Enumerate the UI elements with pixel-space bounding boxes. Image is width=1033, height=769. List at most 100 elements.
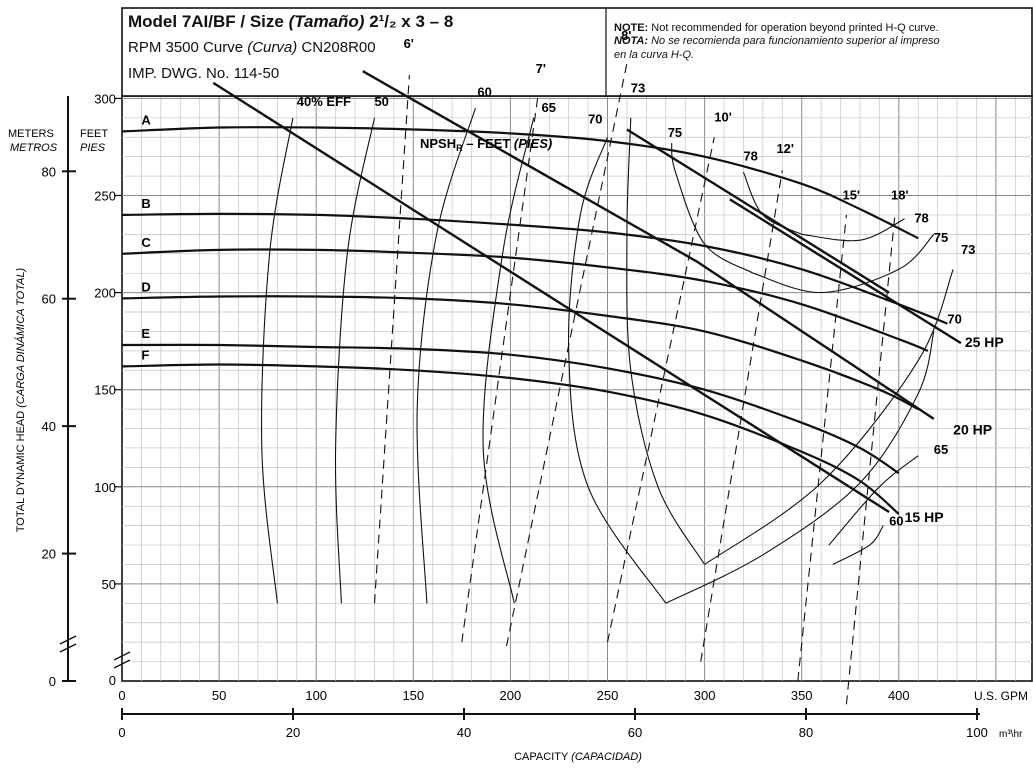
y-axis-feet-label: FEET bbox=[80, 128, 108, 140]
x2-tick-label: 40 bbox=[457, 725, 471, 740]
x-axis-unit-label: U.S. GPM bbox=[974, 689, 1028, 703]
efficiency-label: 75 bbox=[668, 125, 682, 140]
y-tick-label: 300 bbox=[94, 91, 116, 106]
npsh-label: 6' bbox=[404, 36, 414, 51]
head-curve-label: D bbox=[141, 279, 150, 294]
npsh-curve bbox=[606, 137, 715, 643]
y-axis-feet-label-es: PIES bbox=[80, 142, 106, 154]
y-tick-label: 150 bbox=[94, 383, 116, 398]
rpm-line-italic: (Curva) bbox=[247, 39, 298, 56]
axis-break-mark-meters bbox=[59, 635, 77, 653]
y-axis-meters-label: METERS bbox=[8, 128, 54, 140]
npsh-curve bbox=[845, 214, 896, 705]
x-tick-label: 400 bbox=[888, 688, 910, 703]
npsh-curve bbox=[700, 170, 783, 662]
head-curve-label: B bbox=[141, 196, 150, 211]
efficiency-label: 75 bbox=[934, 230, 948, 245]
y2-tick-label: 60 bbox=[42, 292, 56, 307]
x-tick-label: 100 bbox=[305, 688, 327, 703]
x2-axis-unit-label: m³\hr bbox=[999, 729, 1023, 740]
x-axis-title: CAPACITY (CAPACIDAD) bbox=[514, 751, 642, 763]
hp-label: 20 HP bbox=[953, 421, 992, 437]
efficiency-label: 78 bbox=[914, 211, 928, 226]
note-text: NOTE: Not recommended for operation beyo… bbox=[614, 22, 940, 48]
npsh-title: NPSHR – FEET (PIES) bbox=[420, 136, 552, 153]
x2-tick-label: 100 bbox=[966, 725, 988, 740]
efficiency-label: 73 bbox=[961, 242, 975, 257]
note-body: Not recommended for operation beyond pri… bbox=[648, 22, 939, 34]
npsh-curves: 6' 7' 8' 10' 12' 15' 18' bbox=[373, 28, 909, 705]
x-axis-title-en: CAPACITY bbox=[514, 751, 571, 763]
hp-line bbox=[362, 70, 935, 420]
header-box bbox=[121, 7, 1033, 97]
efficiency-label: 78 bbox=[743, 149, 757, 164]
efficiency-label: 73 bbox=[631, 81, 645, 96]
efficiency-curve bbox=[828, 455, 919, 546]
rpm-line: RPM 3500 Curve (Curva) CN208R00 bbox=[128, 39, 376, 56]
npsh-title-b: – FEET bbox=[463, 136, 514, 151]
efficiency-curve bbox=[260, 117, 294, 604]
imp-drawing-line: IMP. DWG. No. 114-50 bbox=[128, 65, 280, 82]
efficiency-label: 70 bbox=[588, 112, 602, 127]
efficiency-label: 70 bbox=[947, 312, 961, 327]
npsh-label: 10' bbox=[714, 110, 732, 125]
efficiency-label: 65 bbox=[934, 442, 948, 457]
x2-tick-label: 20 bbox=[286, 725, 300, 740]
efficiency-label: 60 bbox=[477, 84, 491, 99]
y-tick-label: 0 bbox=[109, 673, 116, 688]
x2-tick-label: 80 bbox=[799, 725, 813, 740]
efficiency-curve bbox=[752, 233, 935, 294]
title-main: Model 7AI/BF / Size bbox=[128, 12, 289, 31]
hp-label: 25 HP bbox=[965, 334, 1004, 350]
efficiency-label: 60 bbox=[889, 514, 903, 529]
npsh-title-c: (PIES) bbox=[514, 136, 552, 151]
y-axis-title: TOTAL DYNAMIC HEAD (CARGA DINÁMICA TOTAL… bbox=[14, 267, 27, 532]
efficiency-curves: 40% EFF 50 60 65 70 73 75 78 78 75 73 70 65 60 bbox=[260, 81, 975, 604]
head-curve bbox=[121, 212, 948, 325]
nota-label: NOTA: bbox=[614, 35, 649, 47]
y-tick-label: 250 bbox=[94, 189, 116, 204]
rpm-line-b: CN208R00 bbox=[297, 39, 376, 56]
note-label: NOTE: bbox=[614, 22, 649, 34]
efficiency-curve bbox=[801, 218, 905, 242]
plot-frame bbox=[121, 95, 1033, 682]
npsh-label: 15' bbox=[842, 187, 860, 202]
efficiency-curve bbox=[832, 525, 884, 565]
x-tick-label: 200 bbox=[500, 688, 522, 703]
y-tick-label: 200 bbox=[94, 286, 116, 301]
y2-tick-label: 0 bbox=[49, 674, 56, 689]
grid bbox=[122, 96, 1032, 681]
y2-tick-label: 80 bbox=[42, 164, 56, 179]
efficiency-curve bbox=[482, 117, 535, 604]
x-tick-label: 300 bbox=[694, 688, 716, 703]
npsh-curve bbox=[797, 214, 847, 682]
x2-tick-label: 0 bbox=[118, 725, 125, 740]
x-tick-label: 250 bbox=[597, 688, 619, 703]
y-tick-label: 100 bbox=[94, 480, 116, 495]
npsh-title-a: NPSH bbox=[420, 136, 456, 151]
head-curve bbox=[121, 126, 919, 240]
x-tick-label: 50 bbox=[212, 688, 226, 703]
efficiency-curve bbox=[567, 137, 667, 604]
efficiency-label: 50 bbox=[374, 94, 388, 109]
hp-line bbox=[729, 198, 962, 345]
head-curve-label: C bbox=[141, 235, 151, 250]
axis-break-mark-feet bbox=[113, 651, 131, 669]
x-axis-title-es: (CAPACIDAD) bbox=[571, 751, 642, 763]
head-curve-label: E bbox=[141, 326, 150, 341]
efficiency-curve bbox=[704, 269, 954, 565]
y2-tick-label: 20 bbox=[42, 547, 56, 562]
y-axis-meters-label-es: METROS bbox=[10, 142, 58, 154]
head-curve-label: F bbox=[141, 347, 149, 362]
head-curve bbox=[121, 248, 929, 352]
x-tick-label: 0 bbox=[118, 688, 125, 703]
x2-tick-label: 60 bbox=[628, 725, 642, 740]
npsh-label: 8' bbox=[621, 28, 631, 43]
y-tick-label: 50 bbox=[102, 577, 116, 592]
y2-tick-label: 40 bbox=[42, 419, 56, 434]
efficiency-curve bbox=[626, 117, 706, 565]
title-size: 2¹/₂ x 3 – 8 bbox=[364, 12, 454, 31]
x-tick-label: 150 bbox=[402, 688, 424, 703]
npsh-curve bbox=[461, 98, 539, 643]
